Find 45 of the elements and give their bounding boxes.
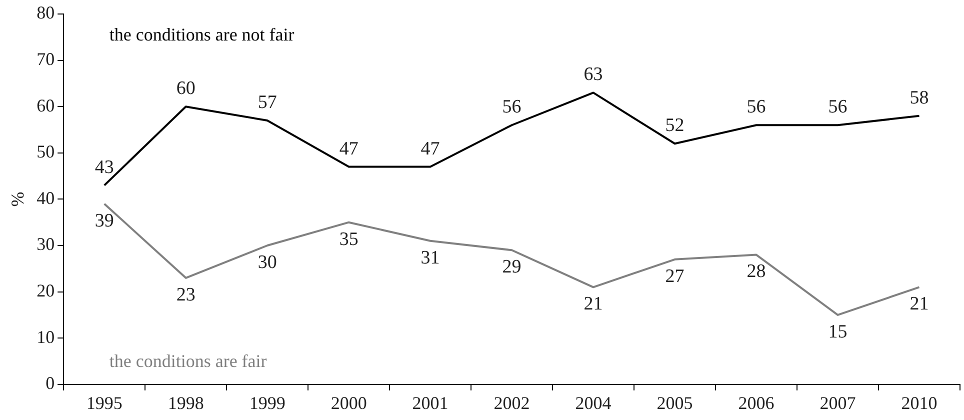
data-label: 57 (258, 92, 277, 113)
data-label: 35 (339, 228, 358, 250)
data-label: 27 (665, 266, 684, 287)
data-label: 56 (746, 96, 766, 118)
x-tick-label: 2001 (412, 392, 448, 413)
y-tick-label: 20 (36, 280, 55, 301)
y-tick-label: 10 (36, 326, 55, 347)
data-label: 60 (176, 78, 196, 100)
y-tick-label: 80 (36, 2, 55, 23)
y-tick-label: 30 (36, 234, 55, 254)
data-label: 31 (420, 247, 440, 268)
data-label: 56 (502, 96, 522, 118)
x-tick-label: 2010 (901, 392, 938, 413)
data-label: 43 (94, 156, 114, 178)
text: the conditions are not fair (109, 24, 294, 45)
data-label: 29 (502, 256, 522, 278)
data-label: 21 (910, 294, 929, 315)
x-tick-label: 1999 (249, 392, 286, 413)
data-label: 58 (910, 87, 929, 108)
y-tick-label: 50 (36, 142, 55, 162)
data-label: 28 (746, 261, 766, 282)
x-tick-label: 2005 (656, 392, 693, 413)
y-tick-label: 40 (36, 188, 55, 208)
data-label: 63 (584, 64, 603, 86)
text: the conditions are fair (109, 351, 267, 372)
x-tick-label: 2000 (330, 392, 367, 413)
data-label: 47 (420, 138, 440, 160)
x-tick-label: 2006 (738, 392, 774, 413)
y-tick-label: 70 (36, 49, 55, 70)
x-tick-label: 1995 (86, 392, 122, 413)
x-tick-label: 2004 (575, 392, 612, 413)
x-tick-label: 1998 (168, 392, 204, 413)
data-label: 56 (828, 96, 848, 118)
y-tick-label: 0 (46, 373, 55, 394)
x-tick-label: 2002 (494, 392, 530, 413)
data-label: 15 (828, 321, 848, 342)
data-label: 39 (94, 210, 114, 232)
x-tick-label: 2007 (820, 392, 856, 413)
data-label: 30 (258, 252, 277, 273)
data-label: 23 (176, 284, 196, 306)
data-label: 52 (665, 115, 684, 136)
y-tick-label: 60 (36, 95, 55, 116)
data-label: 21 (584, 294, 603, 315)
data-label: 47 (339, 138, 358, 160)
y-axis-title: % (8, 192, 28, 207)
